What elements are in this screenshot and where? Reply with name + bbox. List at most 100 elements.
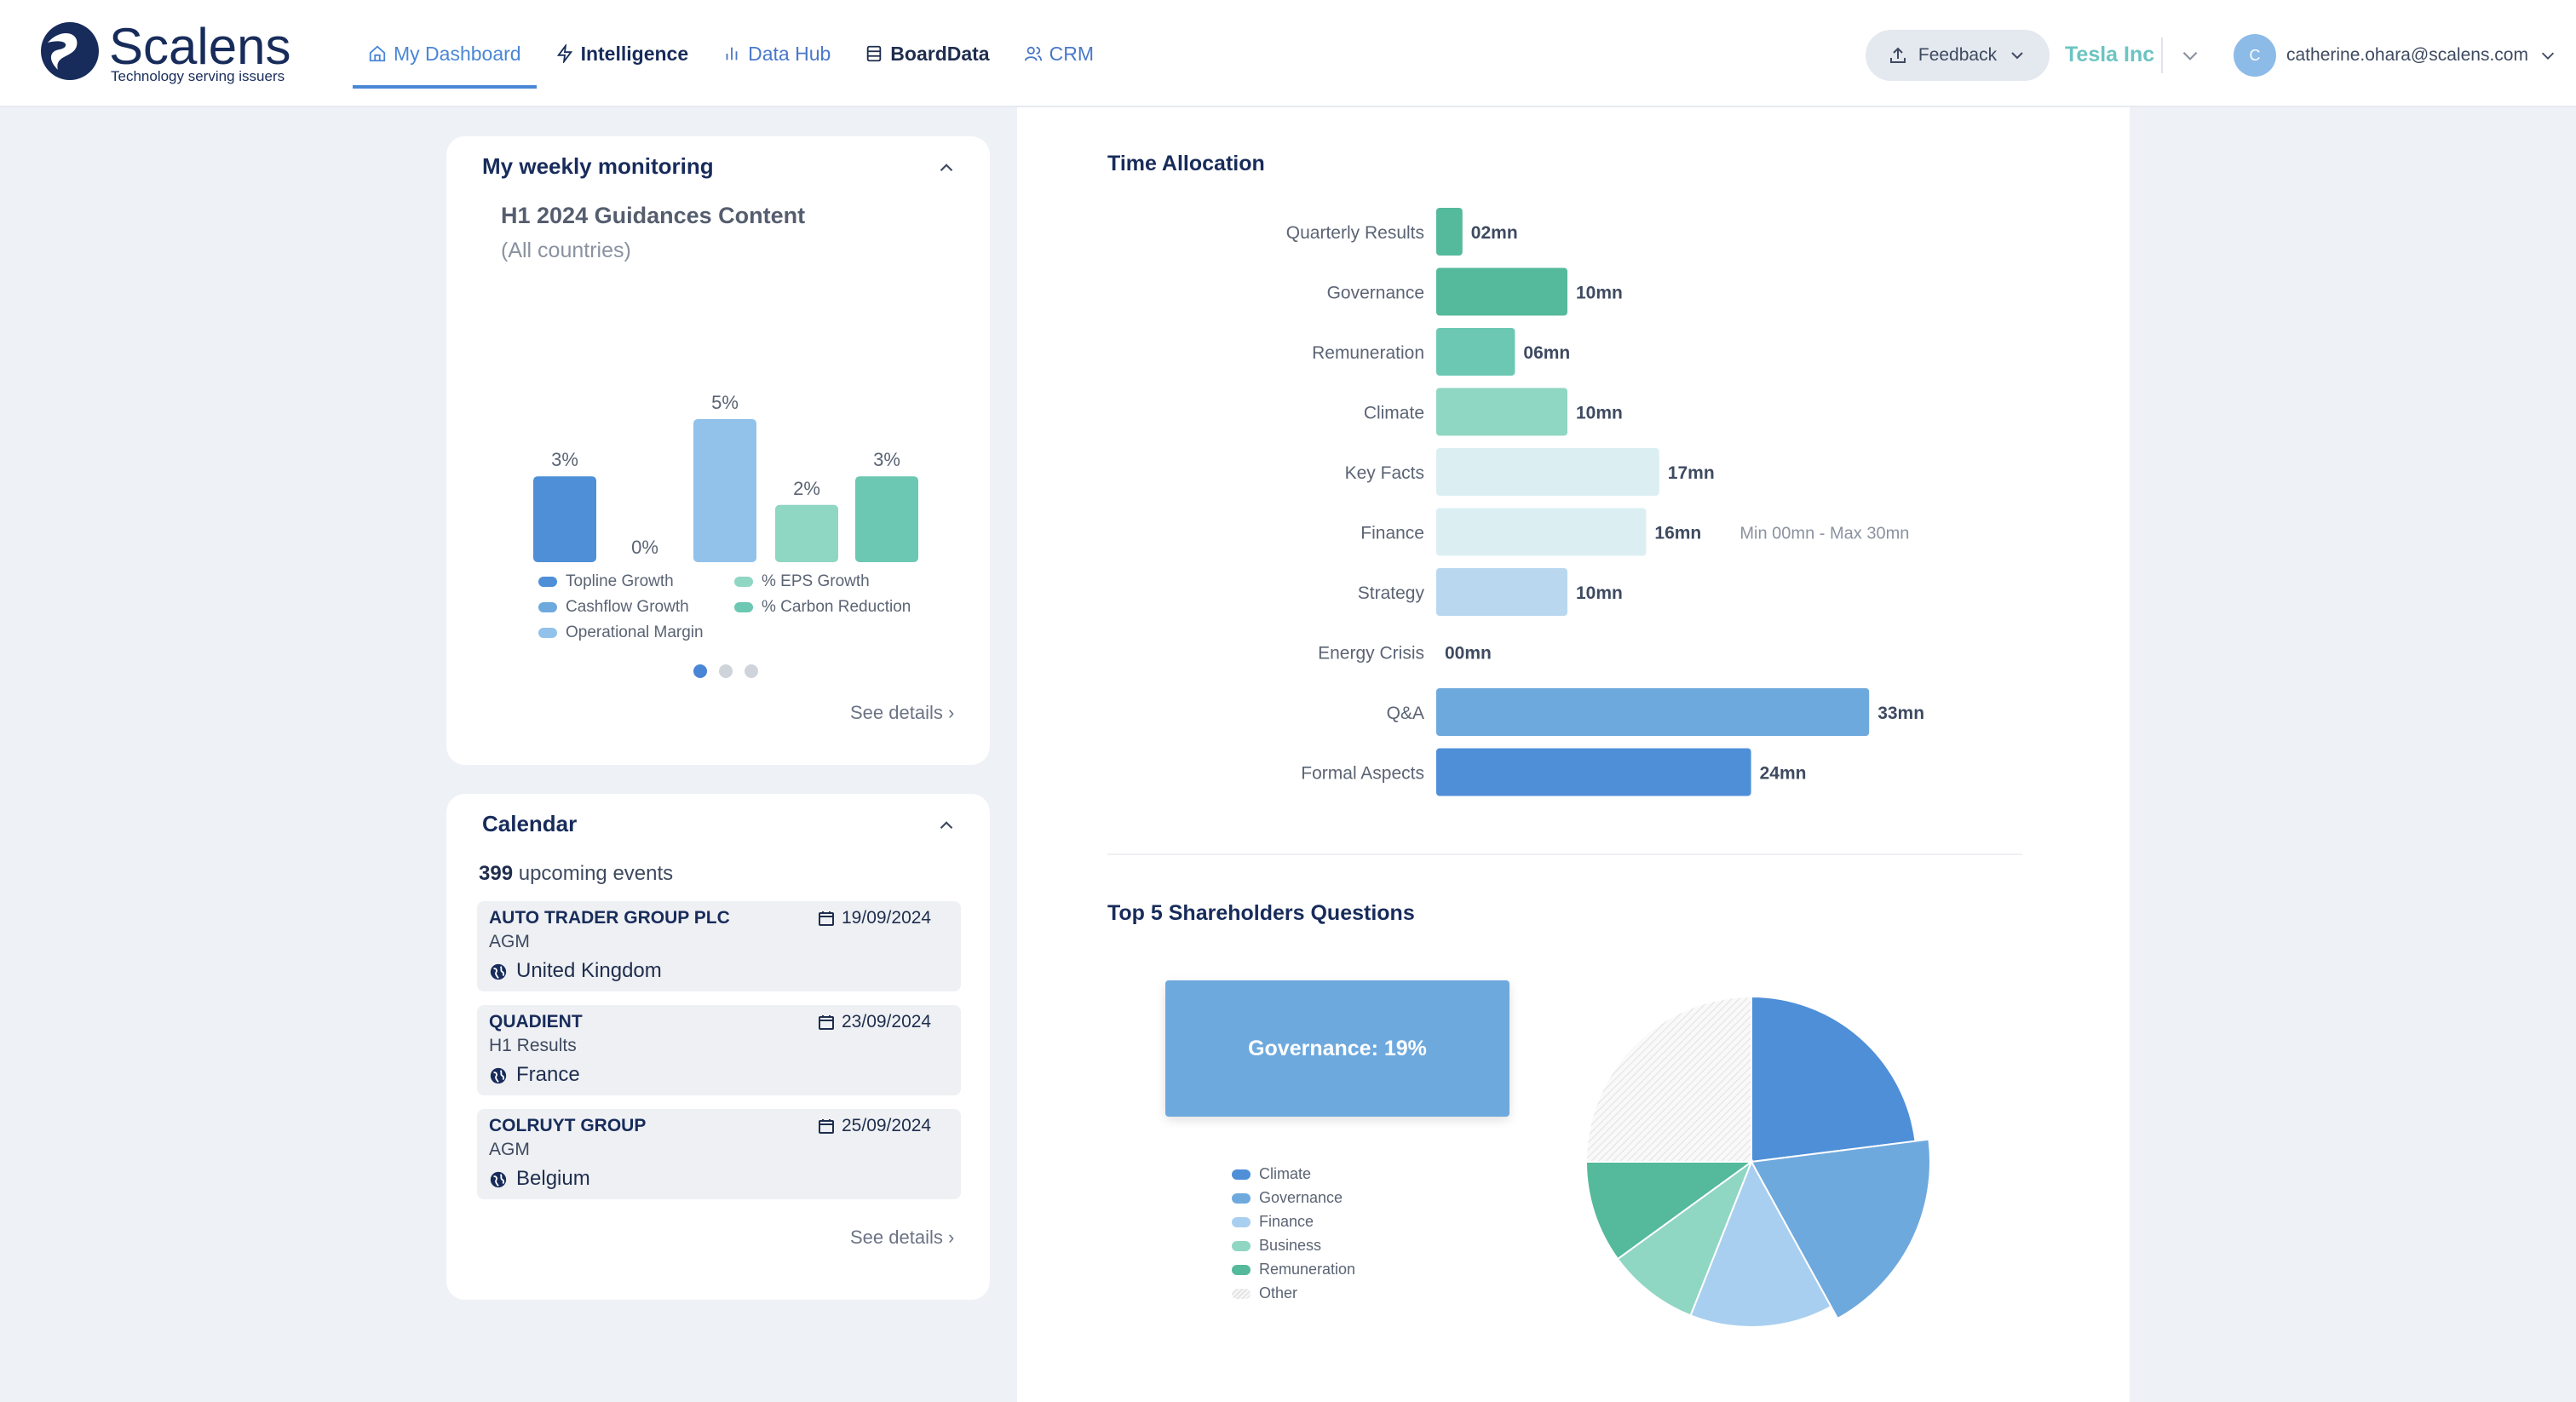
time-allocation-value: 33mn	[1877, 704, 1924, 723]
pie-slice[interactable]	[1584, 995, 1752, 1163]
nav-label: CRM	[1049, 42, 1094, 65]
upload-icon	[1889, 47, 1906, 63]
calendar-event[interactable]: QUADIENT H1 Results France 23/09/2024	[477, 1005, 961, 1095]
time-allocation-value: 00mn	[1445, 644, 1492, 664]
legend-swatch	[538, 602, 557, 612]
analytics-panel: Time Allocation Quarterly Results 02mn Gov…	[1017, 107, 2130, 1402]
legend-item: % EPS Growth	[734, 572, 870, 591]
legend-item: % Carbon Reduction	[734, 598, 911, 617]
nav-intelligence[interactable]: Intelligence	[538, 0, 706, 107]
section-divider	[1107, 853, 2022, 855]
see-details-link[interactable]: See details ›	[850, 702, 955, 723]
time-allocation-bar[interactable]	[1436, 448, 1659, 496]
time-allocation-bar[interactable]	[1436, 688, 1870, 736]
legend-label: Remuneration	[1259, 1261, 1356, 1278]
time-allocation-bar[interactable]	[1436, 328, 1515, 376]
time-allocation-category: Formal Aspects	[1301, 764, 1424, 784]
guidance-bar[interactable]	[533, 476, 596, 562]
guidance-bar[interactable]	[855, 476, 918, 562]
time-allocation-bar[interactable]	[1436, 388, 1567, 436]
event-date: 19/09/2024	[842, 908, 932, 928]
see-details-link[interactable]: See details ›	[850, 1227, 955, 1248]
guidance-bar[interactable]	[693, 419, 756, 562]
time-allocation-title: Time Allocation	[1107, 152, 1265, 175]
guidance-bar-label: 3%	[873, 449, 900, 470]
legend-swatch	[1232, 1169, 1251, 1180]
feedback-button[interactable]: Feedback	[1866, 30, 2050, 81]
chevron-up-icon[interactable]	[935, 814, 957, 836]
time-allocation-bar[interactable]	[1436, 267, 1567, 316]
pie-slice[interactable]	[1584, 1161, 1755, 1261]
legend-label: % Carbon Reduction	[762, 598, 911, 616]
logo-wordmark: Scalens	[109, 18, 291, 75]
pie-tooltip: Governance: 19%	[1165, 980, 1509, 1117]
user-email[interactable]: catherine.ohara@scalens.com	[2286, 45, 2528, 65]
nav-data-hub[interactable]: Data Hub	[705, 0, 848, 107]
calendar-event[interactable]: COLRUYT GROUP AGM Belgium 25/09/2024	[477, 1109, 961, 1199]
legend-item: Topline Growth	[538, 572, 674, 591]
pie-slice[interactable]	[1689, 1159, 1832, 1328]
nav-label: My Dashboard	[394, 42, 521, 65]
calendar-title: Calendar	[482, 811, 578, 836]
time-allocation-category: Key Facts	[1345, 463, 1424, 483]
main-nav: My Dashboard Intelligence Data Hub Board…	[351, 0, 1111, 107]
pie-slice[interactable]	[1750, 1138, 1931, 1320]
time-allocation-value: 17mn	[1668, 463, 1715, 483]
time-allocation-bar[interactable]	[1436, 208, 1463, 256]
event-type: H1 Results	[489, 1036, 577, 1055]
company-chevron-down-icon[interactable]	[2179, 44, 2201, 66]
carousel-dot[interactable]	[745, 664, 758, 678]
globe-icon	[490, 1067, 507, 1084]
time-allocation-value: 16mn	[1654, 524, 1701, 543]
globe-icon	[490, 963, 507, 980]
time-allocation-bar[interactable]	[1436, 568, 1567, 616]
shareholders-pie-chart	[1584, 995, 1931, 1328]
time-allocation-value: 02mn	[1471, 223, 1518, 243]
guidance-bar-label: 3%	[551, 449, 578, 470]
legend-swatch	[538, 577, 557, 587]
legend-label: % EPS Growth	[762, 572, 870, 590]
calendar-event[interactable]: AUTO TRADER GROUP PLC AGM United Kingdom…	[477, 901, 961, 991]
legend-swatch	[1232, 1192, 1251, 1204]
nav-label: BoardData	[890, 42, 990, 65]
home-icon	[369, 45, 386, 62]
bar-chart-icon	[726, 47, 738, 60]
company-name[interactable]: Tesla Inc	[2065, 43, 2155, 66]
carousel-dot[interactable]	[719, 664, 733, 678]
carousel-dot[interactable]	[693, 664, 707, 678]
guidance-bar[interactable]	[775, 504, 838, 562]
pie-slice[interactable]	[1616, 1159, 1754, 1317]
pie-slice[interactable]	[1751, 995, 1917, 1164]
time-allocation-chart: Quarterly Results 02mn Governance 10mn Remun…	[1286, 208, 1924, 796]
calendar-icon	[819, 1119, 834, 1134]
legend-label: Other	[1259, 1284, 1298, 1301]
scalens-logo[interactable]: Scalens Technology serving issuers	[39, 18, 303, 87]
time-allocation-value: 10mn	[1576, 583, 1623, 603]
database-icon	[867, 45, 882, 62]
time-allocation-category: Quarterly Results	[1286, 223, 1424, 243]
avatar[interactable]: C	[2234, 34, 2276, 77]
legend-swatch	[734, 602, 753, 612]
nav-my-dashboard[interactable]: My Dashboard	[351, 0, 538, 107]
nav-boarddata[interactable]: BoardData	[848, 0, 1006, 107]
time-allocation-category: Governance	[1327, 284, 1424, 303]
top-header: Scalens Technology serving issuers My Da…	[0, 0, 2576, 107]
legend-swatch	[538, 628, 557, 638]
legend-item: Remuneration	[1232, 1261, 1355, 1278]
time-allocation-range-note: Min 00mn - Max 30mn	[1739, 525, 1909, 543]
legend-swatch	[734, 577, 753, 587]
legend-swatch	[1232, 1216, 1251, 1227]
time-allocation-bar[interactable]	[1436, 748, 1751, 796]
time-allocation-bar[interactable]	[1436, 508, 1647, 556]
nav-crm[interactable]: CRM	[1007, 0, 1111, 107]
event-country: Belgium	[516, 1167, 590, 1190]
chevron-up-icon[interactable]	[935, 157, 957, 179]
time-allocation-category: Strategy	[1358, 583, 1425, 603]
legend-item: Business	[1232, 1237, 1355, 1255]
event-date: 23/09/2024	[842, 1012, 932, 1031]
calendar-card: Calendar 399 upcoming events AUTO TRADER…	[446, 794, 990, 1300]
user-chevron-down-icon[interactable]	[2539, 46, 2557, 65]
event-type: AGM	[489, 932, 530, 951]
time-allocation-value: 06mn	[1523, 343, 1570, 363]
events-count-number: 399	[479, 862, 514, 885]
